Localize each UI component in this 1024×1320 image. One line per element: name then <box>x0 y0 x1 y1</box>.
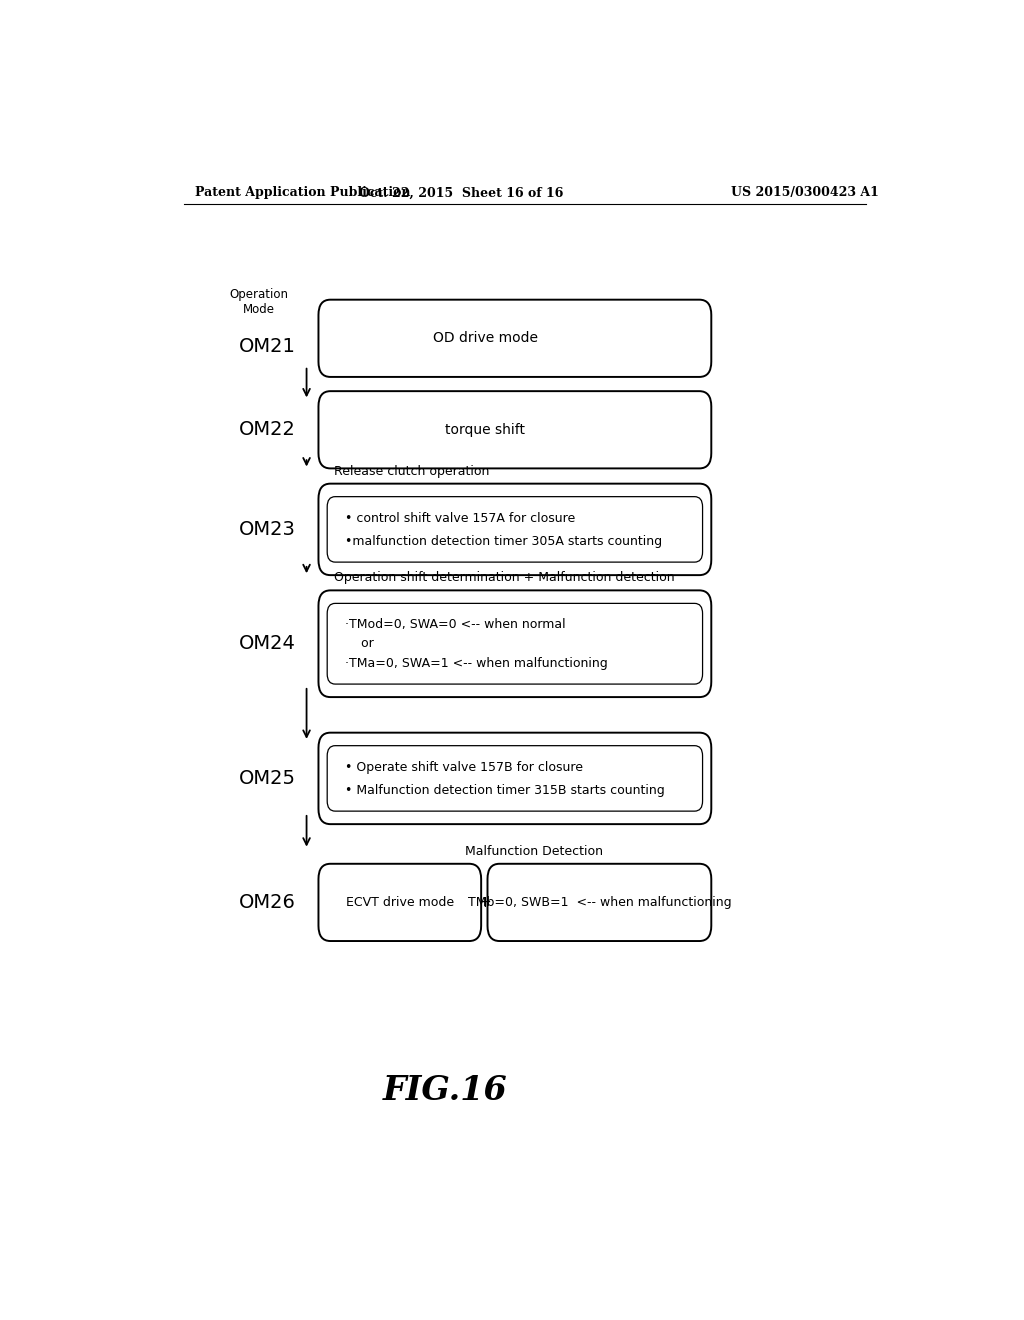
Text: Release clutch operation: Release clutch operation <box>334 465 489 478</box>
Text: or: or <box>352 638 374 651</box>
Text: Operation
Mode: Operation Mode <box>229 288 289 315</box>
Text: OM25: OM25 <box>239 770 295 788</box>
Text: • control shift valve 157A for closure: • control shift valve 157A for closure <box>345 512 574 525</box>
Text: OM22: OM22 <box>239 420 295 440</box>
Text: Patent Application Publication: Patent Application Publication <box>196 186 411 199</box>
Text: torque shift: torque shift <box>445 422 525 437</box>
Text: TMb=0, SWB=1  <-- when malfunctioning: TMb=0, SWB=1 <-- when malfunctioning <box>468 896 731 909</box>
FancyBboxPatch shape <box>318 733 712 824</box>
Text: Operation shift determination + Malfunction detection: Operation shift determination + Malfunct… <box>334 572 675 585</box>
FancyBboxPatch shape <box>318 590 712 697</box>
Text: ·TMa=0, SWA=1 <-- when malfunctioning: ·TMa=0, SWA=1 <-- when malfunctioning <box>345 657 607 671</box>
Text: OM21: OM21 <box>239 337 295 356</box>
Text: Oct. 22, 2015  Sheet 16 of 16: Oct. 22, 2015 Sheet 16 of 16 <box>359 186 563 199</box>
FancyBboxPatch shape <box>318 863 481 941</box>
Text: OM26: OM26 <box>239 892 295 912</box>
Text: +: + <box>478 895 490 909</box>
Text: • Malfunction detection timer 315B starts counting: • Malfunction detection timer 315B start… <box>345 784 665 797</box>
Text: • Operate shift valve 157B for closure: • Operate shift valve 157B for closure <box>345 760 583 774</box>
Text: US 2015/0300423 A1: US 2015/0300423 A1 <box>731 186 879 199</box>
Text: FIG.16: FIG.16 <box>383 1074 508 1107</box>
Text: •malfunction detection timer 305A starts counting: •malfunction detection timer 305A starts… <box>345 535 662 548</box>
Text: ·TMod=0, SWA=0 <-- when normal: ·TMod=0, SWA=0 <-- when normal <box>345 618 565 631</box>
Text: OM24: OM24 <box>239 634 295 653</box>
FancyBboxPatch shape <box>318 391 712 469</box>
Text: OD drive mode: OD drive mode <box>433 331 538 346</box>
FancyBboxPatch shape <box>487 863 712 941</box>
FancyBboxPatch shape <box>318 483 712 576</box>
Text: ECVT drive mode: ECVT drive mode <box>346 896 454 909</box>
Text: Malfunction Detection: Malfunction Detection <box>465 845 603 858</box>
Text: OM23: OM23 <box>239 520 295 539</box>
FancyBboxPatch shape <box>318 300 712 378</box>
